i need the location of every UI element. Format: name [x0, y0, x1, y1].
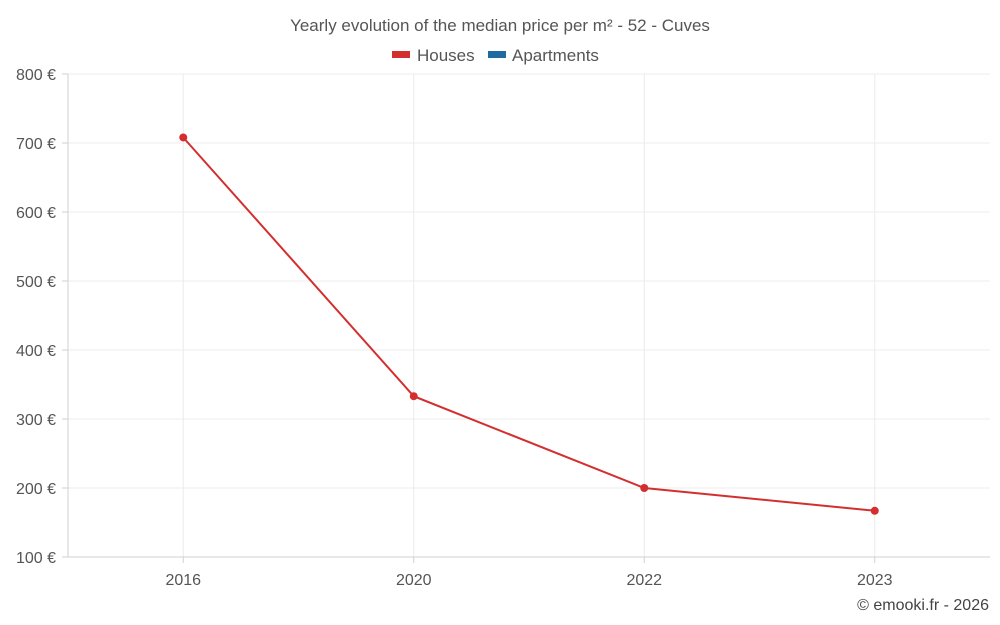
y-axis: 100 € 200 € 300 € 400 € 500 € 600 € 700 € 800 € [16, 67, 69, 567]
legend-label-apartments: Apartments [512, 46, 599, 65]
series-line-houses [182, 136, 875, 512]
legend-swatch-apartments [488, 51, 506, 58]
data-point-houses[interactable] [640, 484, 649, 492]
y-tick-label: 200 € [16, 481, 56, 498]
x-tick-label: 2022 [626, 572, 662, 589]
chart-title: Yearly evolution of the median price per… [290, 16, 710, 35]
grid [68, 73, 990, 558]
y-tick-label: 600 € [16, 205, 56, 222]
data-point-houses[interactable] [179, 133, 188, 142]
y-tick-label: 100 € [16, 550, 56, 567]
y-tick-label: 300 € [16, 412, 56, 429]
series-layer [179, 133, 879, 515]
credit-text: © emooki.fr - 2026 [857, 597, 989, 614]
x-axis: 2016 2020 2022 2023 [68, 556, 990, 589]
legend: Houses Apartments [392, 46, 599, 65]
legend-label-houses: Houses [417, 46, 475, 65]
data-point-houses[interactable] [409, 392, 418, 401]
x-tick-label: 2023 [857, 572, 893, 589]
data-point-houses[interactable] [870, 506, 879, 515]
legend-item-houses[interactable]: Houses [392, 46, 475, 65]
legend-item-apartments[interactable]: Apartments [488, 46, 599, 65]
y-tick-label: 800 € [16, 67, 56, 84]
y-tick-label: 500 € [16, 274, 56, 291]
x-tick-label: 2016 [165, 572, 201, 589]
y-tick-label: 400 € [16, 343, 56, 360]
y-tick-label: 700 € [16, 136, 56, 153]
legend-swatch-houses [392, 51, 410, 58]
x-tick-label: 2020 [396, 572, 432, 589]
